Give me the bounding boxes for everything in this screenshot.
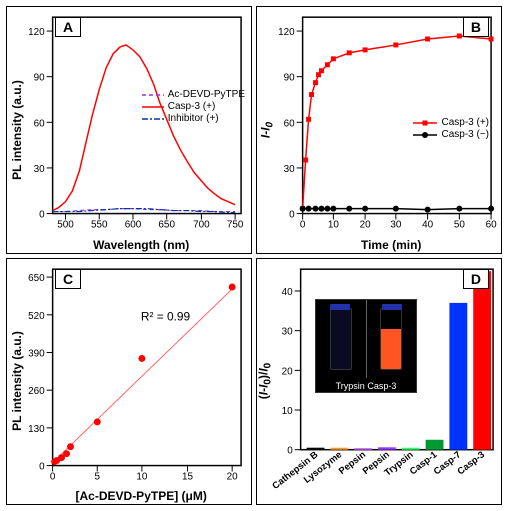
svg-text:10: 10 [328,219,340,230]
svg-text:650: 650 [158,219,175,230]
svg-text:500: 500 [57,219,74,230]
svg-text:130: 130 [28,423,45,434]
panel-d-ylabel: (I-I0)/I0 [256,363,273,400]
panel-a-letter: A [55,17,81,37]
svg-text:390: 390 [28,348,45,359]
svg-text:30: 30 [390,219,402,230]
svg-text:750: 750 [227,219,244,230]
svg-text:5: 5 [95,471,101,482]
svg-text:550: 550 [91,219,108,230]
panel-c-r2: R² = 0.99 [141,309,191,323]
svg-text:60: 60 [486,219,498,230]
legend-a-inhib: Inhibitor (+) [142,113,245,124]
svg-text:700: 700 [193,219,210,230]
svg-text:20: 20 [282,366,294,377]
svg-text:0: 0 [289,210,295,221]
panel-d-letter: D [463,269,489,289]
svg-text:10: 10 [282,405,294,416]
svg-text:0: 0 [39,210,45,221]
panel-b-legend: Casp-3 (+) Casp-3 (−) [413,117,489,140]
svg-text:60: 60 [284,118,296,129]
legend-a-probe: Ac-DEVD-PyTPE [142,89,245,100]
chart-grid: PL intensity (a.u.) Wavelength (nm) 0 30… [6,6,502,505]
svg-text:520: 520 [28,310,45,321]
svg-text:260: 260 [28,386,45,397]
panel-b: I-I0 Time (min) 0 30 60 90 120 0 10 20 3… [256,6,502,254]
svg-text:120: 120 [278,27,295,38]
svg-text:0: 0 [50,471,56,482]
panel-a-ylabel: PL intensity (a.u.) [10,80,24,180]
panel-a-xlabel: Wavelength (nm) [93,238,189,252]
svg-text:0: 0 [287,445,293,456]
panel-a-svg: 0 30 60 90 120 500 550 600 650 700 750 [7,7,251,253]
panel-d-inset: Trypsin Casp-3 [315,299,417,393]
panel-a-curve-casp3 [53,45,236,211]
svg-text:120: 120 [28,27,45,38]
svg-text:40: 40 [282,286,294,297]
svg-text:600: 600 [125,219,142,230]
svg-text:15: 15 [182,471,194,482]
panel-c: PL intensity (a.u.) [Ac-DEVD-PyTPE] (μM)… [6,258,252,506]
svg-text:Casp-3: Casp-3 [455,448,486,476]
inset-labels: Trypsin Casp-3 [316,381,416,391]
svg-text:20: 20 [360,219,372,230]
panel-c-svg: 0 130 260 390 520 650 0 5 10 15 20 [7,259,251,505]
panel-c-letter: C [55,269,81,289]
panel-b-casp3-neg [300,206,494,213]
svg-text:40: 40 [422,219,434,230]
svg-text:650: 650 [28,273,45,284]
legend-b-pos: Casp-3 (+) [413,117,489,128]
svg-text:90: 90 [284,73,296,84]
panel-a: PL intensity (a.u.) Wavelength (nm) 0 30… [6,6,252,254]
svg-text:90: 90 [34,73,46,84]
svg-text:30: 30 [34,164,46,175]
svg-text:20: 20 [227,471,239,482]
panel-b-letter: B [463,17,489,37]
svg-text:30: 30 [284,164,296,175]
panel-c-ylabel: PL intensity (a.u.) [10,331,24,431]
svg-text:50: 50 [454,219,466,230]
panel-d: (I-I0)/I0 0 10 20 30 40 [256,258,502,506]
svg-text:10: 10 [136,471,148,482]
legend-a-casp3: Casp-3 (+) [142,101,245,112]
panel-b-ylabel: I-I0 [258,122,275,138]
svg-text:0: 0 [300,219,306,230]
legend-b-neg: Casp-3 (−) [413,129,489,140]
svg-text:0: 0 [39,461,45,472]
panel-b-xlabel: Time (min) [361,238,421,252]
svg-text:30: 30 [282,326,294,337]
svg-text:60: 60 [34,118,46,129]
panel-c-xlabel: [Ac-DEVD-PyTPE] (μM) [76,489,207,503]
panel-a-legend: Ac-DEVD-PyTPE Casp-3 (+) Inhibitor (+) [142,89,245,124]
